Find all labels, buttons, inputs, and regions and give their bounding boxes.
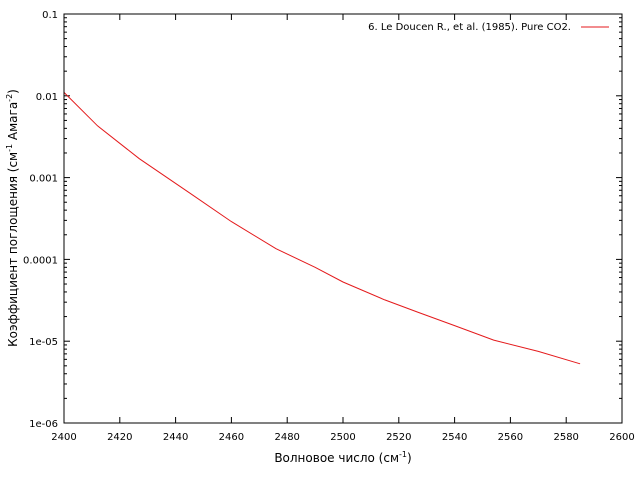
plot-frame (64, 14, 622, 423)
y-tick-label: 0.01 (36, 92, 58, 103)
legend-label: 6. Le Doucen R., et al. (1985). Pure CO2… (368, 22, 571, 33)
y-tick-label: 0.0001 (23, 255, 58, 266)
series-layer (64, 92, 580, 363)
x-tick-label: 2440 (163, 432, 188, 443)
series-line (64, 92, 580, 363)
x-tick-label: 2560 (498, 432, 523, 443)
x-tick-label: 2520 (386, 432, 411, 443)
x-axis-title: Волновое число (см-1) (274, 450, 411, 465)
x-tick-label: 2540 (442, 432, 467, 443)
x-tick-label: 2420 (107, 432, 132, 443)
legend: 6. Le Doucen R., et al. (1985). Pure CO2… (368, 22, 609, 33)
y-axis-title: Коэффициент поглощения (см-1 Амага-2) (5, 89, 20, 347)
y-tick-label: 0.1 (42, 10, 58, 21)
y-tick-label: 0.001 (29, 174, 58, 185)
x-tick-label: 2500 (330, 432, 355, 443)
x-tick-label: 2480 (274, 432, 299, 443)
x-tick-label: 2460 (219, 432, 244, 443)
y-tick-label: 1e-05 (29, 337, 58, 348)
y-tick-label: 1e-06 (29, 419, 58, 430)
x-tick-label: 2400 (51, 432, 76, 443)
x-tick-label: 2580 (553, 432, 578, 443)
x-tick-label: 2600 (609, 432, 634, 443)
axis-ticks: 2400 2420 2440 2460 2480 2500 2520 2540 2560 2580… (23, 10, 635, 443)
